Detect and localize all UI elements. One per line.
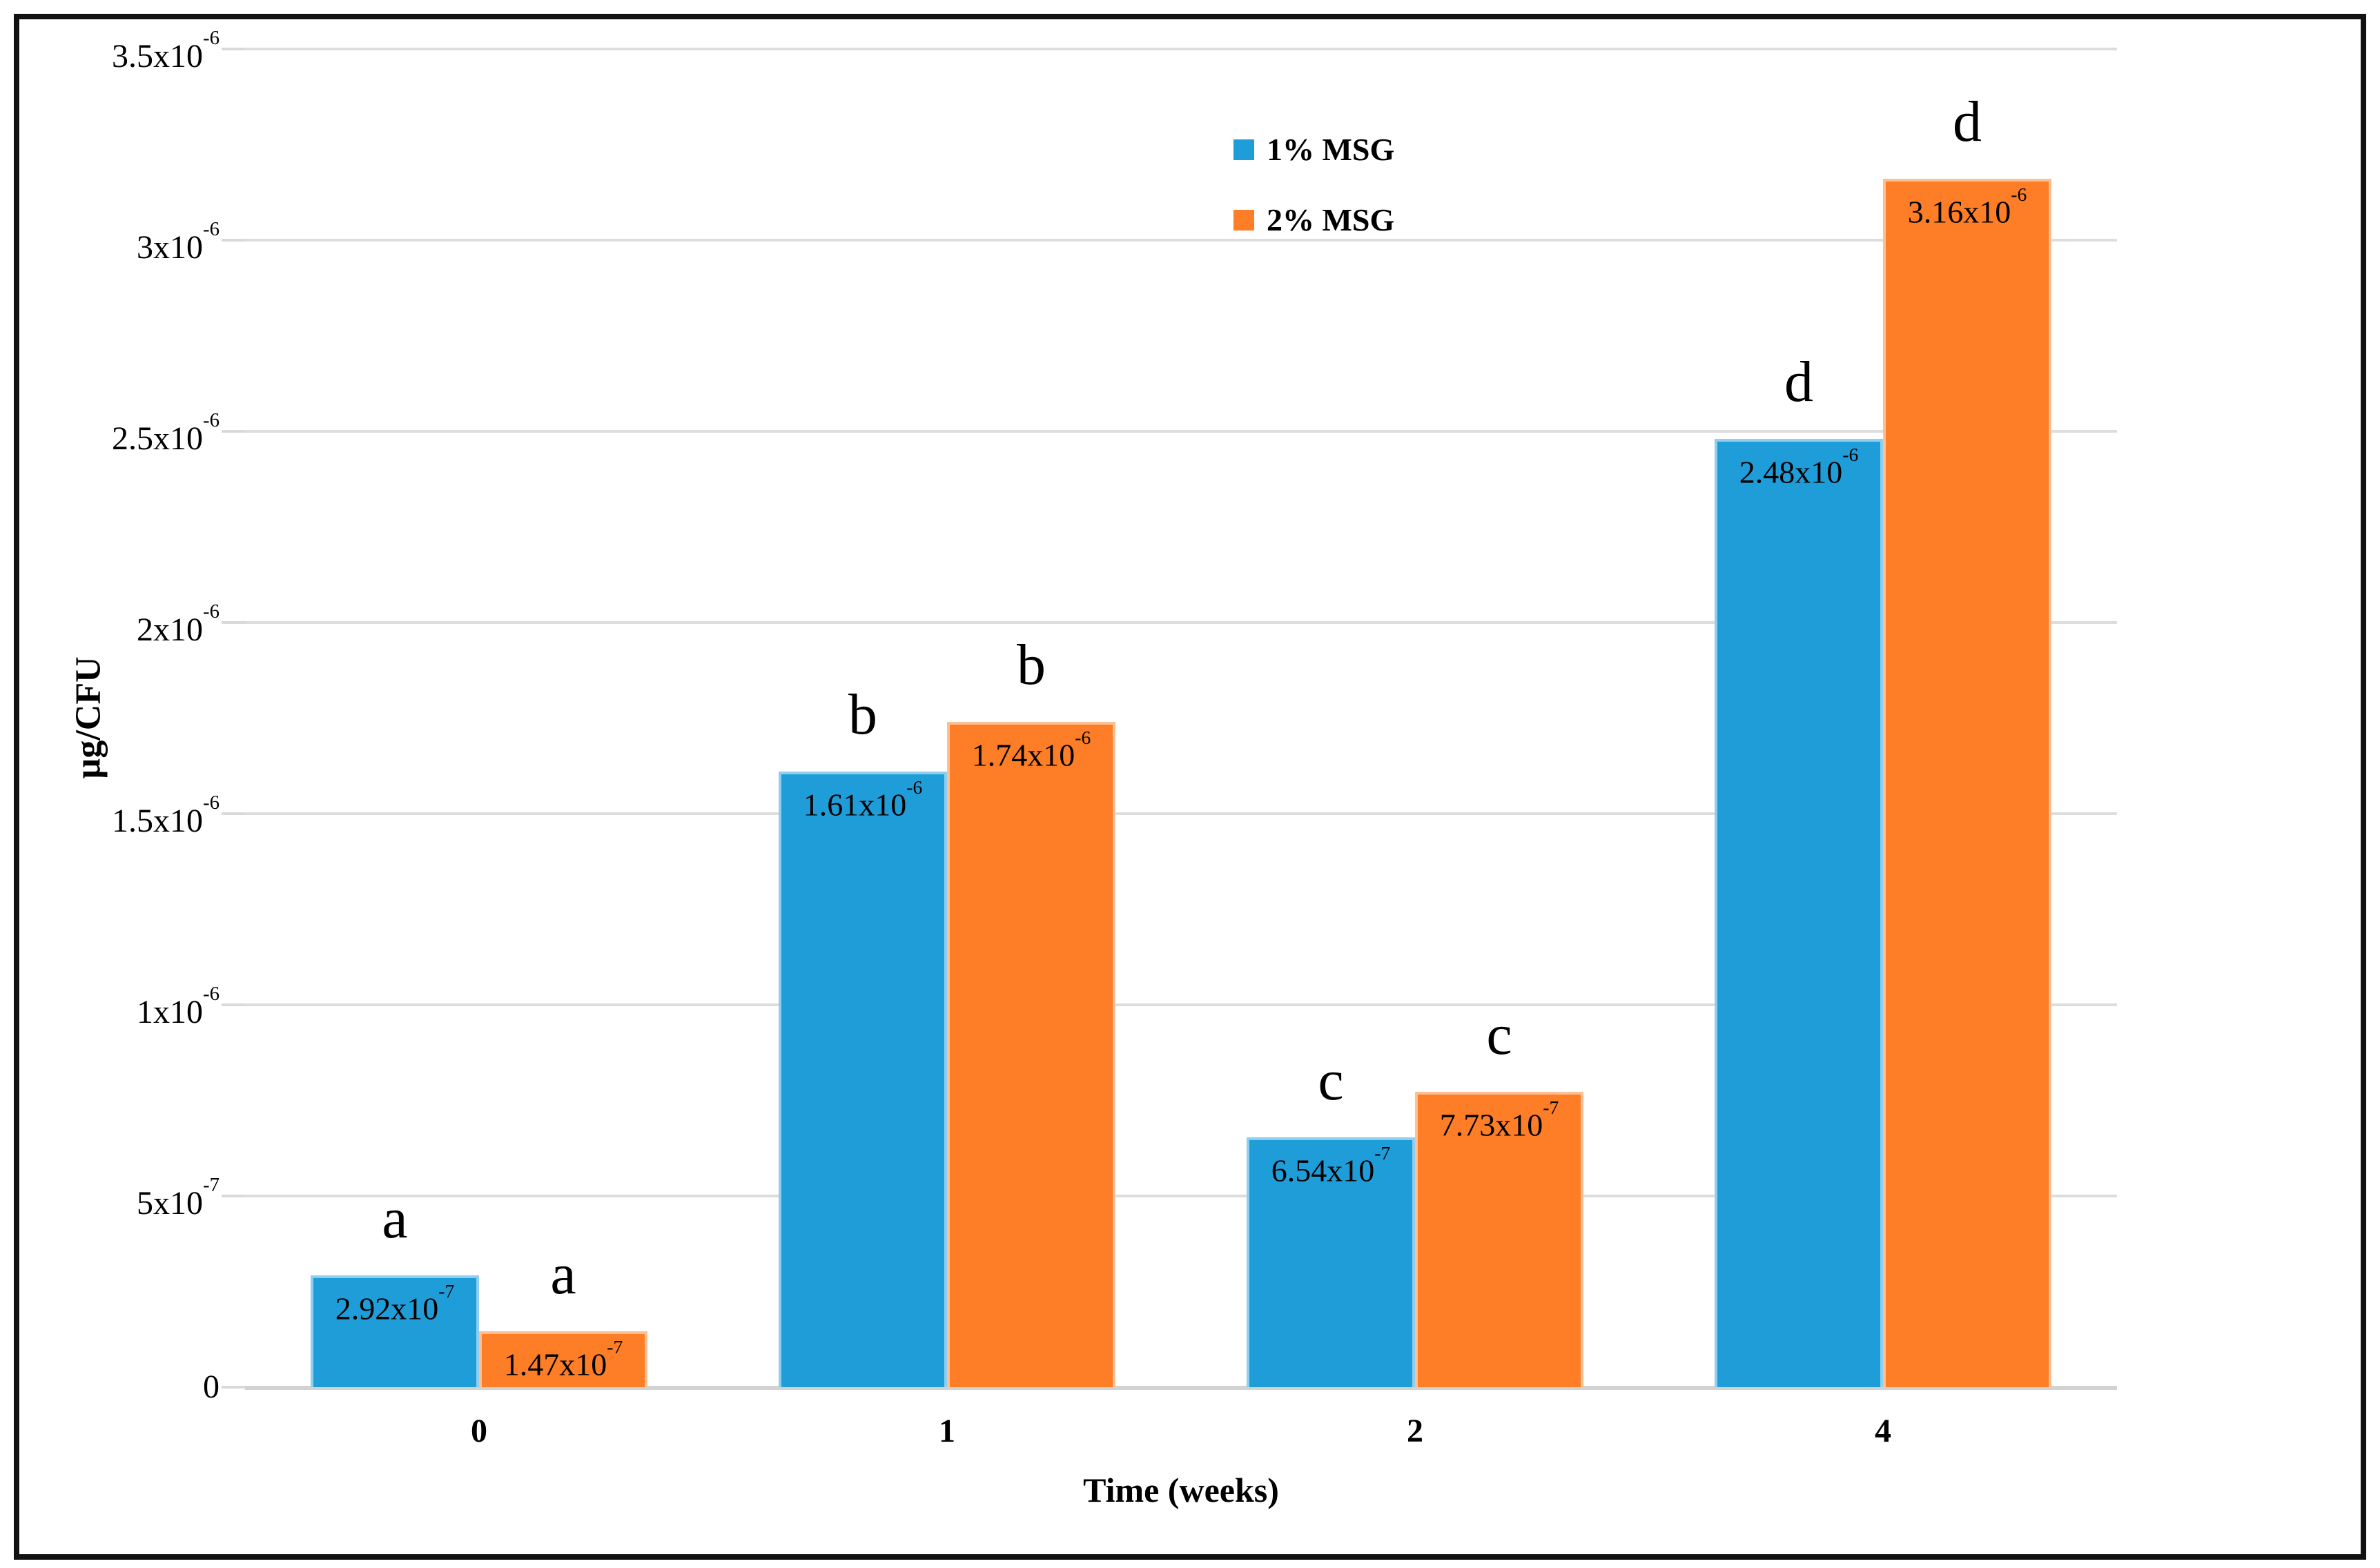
- gridline: [245, 48, 2117, 50]
- y-axis-tick-mark: [222, 1386, 245, 1389]
- bar-label-exponent: -6: [1842, 443, 1859, 465]
- bar-data-label: 7.73x10-7: [1408, 1096, 1590, 1144]
- chart-outer-border: [14, 14, 2366, 1560]
- y-tick-base: 5x10: [137, 1185, 203, 1222]
- y-axis-tick-mark: [222, 1195, 245, 1197]
- legend-item-0: 1% MSG: [1233, 131, 1394, 168]
- legend-swatch-icon: [1233, 209, 1254, 231]
- bar-label-exponent: -7: [1543, 1096, 1559, 1118]
- y-axis-tick-label: 0: [4, 1364, 220, 1411]
- bar-2-msgweek-0: [479, 1331, 647, 1387]
- legend-item-1: 2% MSG: [1233, 202, 1394, 238]
- significance-letter: b: [1017, 633, 1046, 697]
- bar-label-exponent: -6: [1075, 726, 1091, 748]
- bar-data-label: 6.54x10-7: [1240, 1141, 1422, 1190]
- x-tick-label-1: 1: [939, 1413, 955, 1449]
- y-tick-exponent: -7: [203, 1174, 220, 1197]
- gridline: [245, 239, 2117, 242]
- gridline: [245, 621, 2117, 624]
- bar-label-exponent: -7: [607, 1335, 623, 1358]
- y-tick-base: 0: [203, 1369, 220, 1405]
- y-tick-exponent: -6: [203, 792, 220, 814]
- bar-label-base: 2.92x10: [335, 1291, 439, 1326]
- significance-letter: a: [550, 1242, 576, 1306]
- y-tick-base: 1x10: [137, 994, 203, 1030]
- bar-data-label: 2.48x10-6: [1708, 443, 1890, 491]
- y-tick-exponent: -6: [203, 600, 220, 623]
- bar-1-msgweek-1: [779, 772, 947, 1387]
- gridline: [245, 430, 2117, 433]
- legend-swatch-icon: [1233, 139, 1254, 160]
- gridline: [245, 812, 2117, 815]
- bar-label-exponent: -7: [1374, 1141, 1391, 1164]
- legend-label: 2% MSG: [1267, 202, 1395, 237]
- y-tick-base: 3.5x10: [112, 38, 203, 75]
- y-axis-tick-label: 2x10-6: [4, 599, 220, 654]
- y-axis-tick-mark: [222, 812, 245, 815]
- significance-letter: c: [1486, 1003, 1512, 1067]
- x-tick-label-2: 2: [1407, 1413, 1423, 1449]
- y-axis-tick-label: 3x10-6: [4, 217, 220, 271]
- x-tick-label-0: 0: [471, 1413, 487, 1449]
- bar-label-base: 6.54x10: [1271, 1153, 1375, 1188]
- significance-letter: c: [1318, 1048, 1344, 1113]
- bar-1-msgweek-4: [1715, 439, 1883, 1387]
- y-axis-tick-mark: [222, 1003, 245, 1006]
- gridline: [245, 1003, 2117, 1006]
- bar-label-base: 1.61x10: [803, 787, 907, 823]
- y-axis-tick-label: 1.5x10-6: [4, 790, 220, 845]
- y-tick-exponent: -6: [203, 409, 220, 432]
- bar-label-exponent: -6: [906, 776, 923, 798]
- significance-letter: a: [382, 1186, 408, 1251]
- y-axis-tick-label: 1x10-6: [4, 981, 220, 1036]
- y-tick-base: 2x10: [137, 611, 203, 648]
- y-axis-tick-label: 3.5x10-6: [4, 26, 220, 80]
- bar-1-msgweek-0: [311, 1275, 479, 1387]
- bar-data-label: 1.47x10-7: [472, 1335, 654, 1384]
- bar-label-base: 1.74x10: [971, 737, 1075, 773]
- bar-2-msgweek-2: [1415, 1092, 1583, 1387]
- bar-data-label: 1.74x10-6: [940, 726, 1122, 774]
- bar-data-label: 2.92x10-7: [304, 1280, 486, 1328]
- bar-2-msgweek-4: [1883, 179, 2051, 1387]
- bar-label-exponent: -6: [2011, 183, 2027, 205]
- x-tick-label-4: 4: [1875, 1413, 1891, 1449]
- y-tick-exponent: -6: [203, 27, 220, 50]
- significance-letter: d: [1784, 350, 1813, 414]
- y-axis-tick-label: 5x10-7: [4, 1173, 220, 1227]
- gridline: [245, 1195, 2117, 1197]
- y-tick-base: 2.5x10: [112, 420, 203, 457]
- bar-data-label: 3.16x10-6: [1876, 183, 2058, 231]
- bar-label-base: 1.47x10: [503, 1346, 607, 1382]
- bar-1-msgweek-2: [1247, 1137, 1415, 1387]
- bar-label-base: 7.73x10: [1439, 1107, 1543, 1143]
- y-axis-tick-mark: [222, 430, 245, 433]
- y-axis-tick-label: 2.5x10-6: [4, 408, 220, 462]
- y-axis-tick-mark: [222, 48, 245, 50]
- significance-letter: d: [1953, 90, 1982, 154]
- significance-letter: b: [848, 683, 877, 747]
- bar-label-exponent: -7: [438, 1280, 455, 1302]
- x-axis-title: Time (weeks): [1083, 1471, 1279, 1509]
- bar-data-label: 1.61x10-6: [772, 776, 954, 824]
- x-axis-baseline: [245, 1386, 2117, 1390]
- bar-2-msgweek-1: [947, 722, 1115, 1387]
- y-tick-base: 3x10: [137, 229, 203, 266]
- y-tick-exponent: -6: [203, 218, 220, 241]
- y-axis-title: µg/CFU: [68, 656, 108, 779]
- y-axis-tick-mark: [222, 239, 245, 242]
- bar-label-base: 3.16x10: [1907, 194, 2011, 230]
- y-tick-base: 1.5x10: [112, 803, 203, 839]
- bar-label-base: 2.48x10: [1739, 454, 1843, 490]
- y-tick-exponent: -6: [203, 983, 220, 1006]
- y-axis-tick-mark: [222, 621, 245, 624]
- legend-label: 1% MSG: [1267, 132, 1395, 167]
